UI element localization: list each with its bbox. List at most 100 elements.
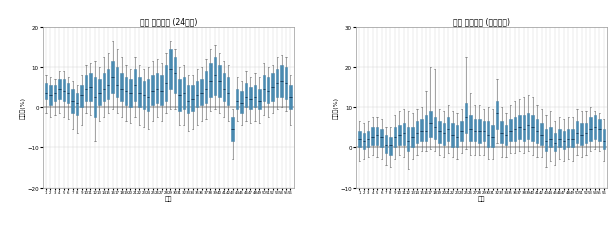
PathPatch shape [151,76,154,106]
X-axis label: 지점: 지점 [164,196,172,202]
PathPatch shape [554,134,556,152]
PathPatch shape [183,78,185,110]
PathPatch shape [45,84,47,100]
PathPatch shape [465,104,467,134]
PathPatch shape [367,132,370,148]
PathPatch shape [487,122,489,148]
PathPatch shape [191,86,194,112]
PathPatch shape [514,118,516,142]
PathPatch shape [76,94,78,116]
PathPatch shape [478,120,481,144]
PathPatch shape [272,74,274,102]
PathPatch shape [407,128,409,152]
PathPatch shape [474,120,476,142]
PathPatch shape [581,124,583,146]
PathPatch shape [567,130,569,148]
PathPatch shape [492,126,494,148]
PathPatch shape [196,82,199,108]
PathPatch shape [438,122,441,144]
PathPatch shape [509,120,512,142]
PathPatch shape [116,68,118,98]
PathPatch shape [223,74,225,102]
PathPatch shape [518,116,520,140]
PathPatch shape [536,120,538,144]
PathPatch shape [94,78,96,118]
PathPatch shape [258,90,261,110]
PathPatch shape [380,130,383,148]
PathPatch shape [433,118,436,140]
PathPatch shape [156,74,158,104]
PathPatch shape [289,86,292,110]
PathPatch shape [227,78,229,106]
PathPatch shape [245,84,247,108]
PathPatch shape [107,70,110,100]
PathPatch shape [376,128,378,146]
PathPatch shape [589,118,592,142]
PathPatch shape [249,87,252,110]
PathPatch shape [125,78,128,106]
PathPatch shape [89,74,92,102]
Title: 위치 매개변수 (24시간): 위치 매개변수 (24시간) [140,18,197,27]
PathPatch shape [254,86,256,108]
PathPatch shape [456,126,459,148]
PathPatch shape [276,70,278,98]
PathPatch shape [267,78,270,104]
PathPatch shape [411,128,414,148]
PathPatch shape [67,84,69,104]
PathPatch shape [482,122,485,142]
PathPatch shape [200,79,203,106]
PathPatch shape [500,122,503,144]
PathPatch shape [371,128,374,146]
PathPatch shape [398,126,400,146]
PathPatch shape [72,90,74,114]
PathPatch shape [593,116,596,140]
PathPatch shape [598,120,601,142]
PathPatch shape [112,62,114,94]
PathPatch shape [85,76,87,102]
PathPatch shape [129,79,132,108]
PathPatch shape [280,65,283,98]
PathPatch shape [240,92,243,114]
PathPatch shape [147,79,150,112]
PathPatch shape [232,118,234,142]
PathPatch shape [469,116,471,142]
PathPatch shape [585,124,587,144]
PathPatch shape [358,132,360,148]
PathPatch shape [54,86,56,102]
PathPatch shape [49,86,51,106]
X-axis label: 지점: 지점 [478,196,485,202]
PathPatch shape [496,102,498,130]
PathPatch shape [98,79,101,106]
PathPatch shape [173,57,176,94]
PathPatch shape [403,124,405,146]
PathPatch shape [362,134,365,150]
PathPatch shape [443,124,445,146]
PathPatch shape [522,116,525,142]
PathPatch shape [421,120,423,142]
PathPatch shape [143,82,145,110]
PathPatch shape [218,65,221,98]
PathPatch shape [451,124,454,148]
PathPatch shape [80,86,83,108]
PathPatch shape [603,130,605,150]
PathPatch shape [429,112,432,138]
PathPatch shape [540,124,543,146]
PathPatch shape [178,79,181,112]
PathPatch shape [576,122,578,144]
PathPatch shape [134,70,136,102]
PathPatch shape [527,114,530,140]
PathPatch shape [531,116,534,142]
PathPatch shape [214,57,216,95]
PathPatch shape [262,76,265,102]
PathPatch shape [236,90,238,110]
PathPatch shape [138,78,140,108]
PathPatch shape [389,138,392,156]
PathPatch shape [209,63,211,98]
PathPatch shape [165,65,167,102]
PathPatch shape [58,79,61,100]
PathPatch shape [161,76,163,106]
Y-axis label: 변화율(%): 변화율(%) [333,97,339,119]
PathPatch shape [102,74,105,102]
PathPatch shape [169,49,172,90]
PathPatch shape [460,122,463,142]
